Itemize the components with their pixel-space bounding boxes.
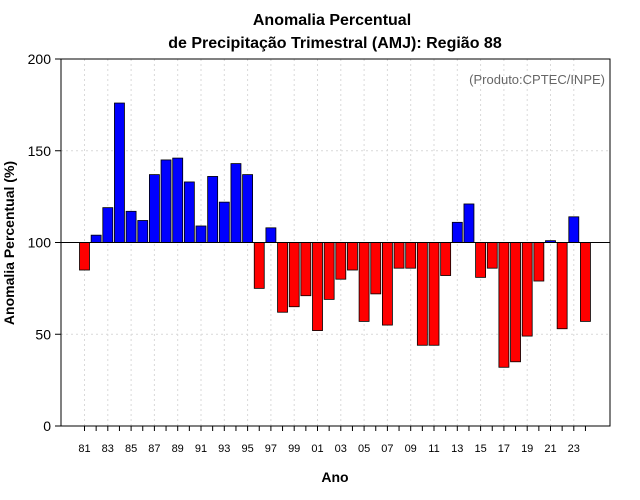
- x-tick-label: 21: [544, 443, 556, 455]
- source-annotation: (Produto:CPTEC/INPE): [469, 72, 605, 87]
- x-tick-label: 89: [172, 443, 184, 455]
- x-tick-label: 15: [474, 443, 486, 455]
- bar-09: [405, 242, 417, 269]
- x-tick-label: 09: [405, 443, 417, 455]
- bar-84: [114, 102, 125, 243]
- x-tick-label: 23: [568, 443, 580, 455]
- x-tick-label: 93: [218, 443, 230, 455]
- bar-89: [172, 157, 184, 243]
- bar-18: [510, 242, 521, 363]
- x-axis-title: Ano: [321, 469, 348, 485]
- bar-03: [335, 242, 347, 280]
- bar-17: [498, 242, 510, 368]
- y-tick-label: 200: [28, 51, 52, 67]
- x-tick-label: 85: [125, 443, 137, 455]
- bar-15: [475, 242, 487, 278]
- bar-95: [242, 174, 254, 243]
- bar-05: [358, 242, 370, 322]
- y-tick-label: 150: [28, 143, 52, 159]
- x-tick-label: 17: [498, 443, 510, 455]
- x-tick-label: 01: [311, 443, 323, 455]
- y-tick-label: 0: [43, 418, 51, 434]
- y-tick-label: 100: [28, 235, 52, 251]
- bar-00: [300, 242, 312, 297]
- x-tick-label: 11: [428, 443, 439, 455]
- bar-19: [521, 242, 533, 337]
- bar-08: [393, 242, 405, 269]
- bar-98: [277, 242, 288, 313]
- bar-23: [568, 216, 580, 243]
- bar-82: [90, 234, 102, 243]
- bar-93: [218, 201, 230, 243]
- bars: [79, 102, 591, 368]
- bar-01: [312, 242, 323, 331]
- bar-87: [148, 174, 160, 243]
- x-tick-label: 07: [381, 443, 393, 455]
- x-tick-label: 87: [148, 443, 160, 455]
- bar-11: [428, 242, 440, 346]
- bar-07: [381, 242, 393, 326]
- bar-83: [102, 207, 114, 243]
- bar-20: [533, 242, 545, 282]
- bar-81: [79, 242, 90, 271]
- x-tick-label: 19: [521, 443, 533, 455]
- chart-subtitle: de Precipitação Trimestral (AMJ): Região…: [168, 35, 502, 52]
- bar-16: [486, 242, 498, 269]
- bar-13: [451, 221, 463, 243]
- x-tick-label: 03: [335, 443, 347, 455]
- bar-24: [580, 242, 591, 322]
- chart-title: Anomalia Percentual: [253, 12, 411, 29]
- bar-10: [416, 242, 428, 346]
- x-tick-label: 95: [241, 443, 253, 455]
- bar-04: [347, 242, 358, 271]
- bar-94: [230, 163, 242, 243]
- y-tick-label: 50: [35, 326, 51, 342]
- x-tick-label: 81: [78, 443, 90, 455]
- bar-99: [288, 242, 300, 308]
- x-tick-label: 91: [195, 443, 207, 455]
- bar-92: [207, 176, 219, 243]
- bar-90: [183, 181, 195, 243]
- x-tick-label: 99: [288, 443, 300, 455]
- y-axis-title: Anomalia Percentual (%): [1, 161, 17, 325]
- bar-85: [125, 210, 137, 243]
- bar-96: [253, 242, 265, 289]
- bar-88: [160, 159, 172, 243]
- bar-06: [370, 242, 382, 295]
- bar-12: [440, 242, 452, 276]
- x-tick-label: 05: [358, 443, 370, 455]
- x-tick-label: 97: [265, 443, 277, 455]
- bar-22: [556, 242, 568, 330]
- bar-02: [323, 242, 335, 300]
- bar-14: [463, 203, 475, 243]
- x-tick-label: 13: [451, 443, 463, 455]
- x-tick-label: 83: [102, 443, 114, 455]
- bar-86: [137, 220, 149, 243]
- bar-97: [265, 227, 277, 243]
- axes: 0 50 100 150 200 81 83 85 87 89 91 93 95 97 99 01 03 05 07…: [28, 51, 610, 455]
- plot-frame: [60, 58, 611, 427]
- bar-91: [195, 225, 207, 243]
